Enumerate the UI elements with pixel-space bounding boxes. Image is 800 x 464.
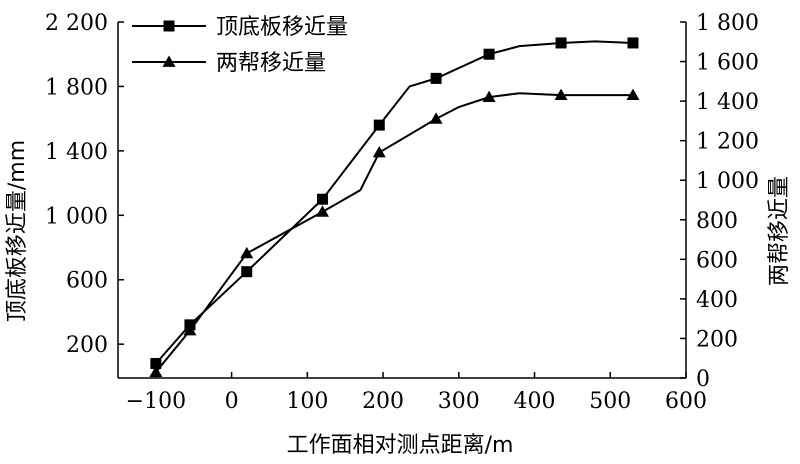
data-point xyxy=(429,112,443,124)
y-left-tick-label: 1 800 xyxy=(45,75,108,100)
data-point xyxy=(150,358,162,370)
y-left-tick-label: 600 xyxy=(66,269,108,294)
y-axis-right-title: 两帮移近量 xyxy=(767,176,792,286)
x-tick-label: 600 xyxy=(665,389,707,414)
data-point xyxy=(554,88,568,101)
x-tick-label: 400 xyxy=(514,389,556,414)
x-axis: −100 0 100 200 300 400 500 600 xyxy=(126,372,707,414)
data-point xyxy=(627,37,639,49)
y-right-tick-label: 0 xyxy=(696,367,710,392)
y-right-tick-label: 800 xyxy=(696,209,738,234)
x-tick-label: 100 xyxy=(286,389,328,414)
data-point xyxy=(316,193,328,205)
y-left-tick-label: 200 xyxy=(66,333,108,358)
x-axis-title: 工作面相对测点距离/m xyxy=(287,433,514,458)
y-right-tick-label: 1 000 xyxy=(696,169,759,194)
y-left-tick-label: 1 000 xyxy=(45,204,108,229)
data-point xyxy=(482,90,496,103)
data-point xyxy=(483,48,495,60)
y-right-tick-label: 1 800 xyxy=(696,11,759,36)
legend-label: 顶底板移近量 xyxy=(216,15,348,40)
y-right-tick-label: 1 600 xyxy=(696,51,759,76)
x-tick-label: 300 xyxy=(438,389,480,414)
data-point xyxy=(626,88,640,101)
y-left-tick-label: 1 400 xyxy=(45,140,108,165)
y-axis-right: 0 200 400 600 800 1 000 1 200 1 400 1 600 1 800 xyxy=(680,11,759,392)
data-point xyxy=(240,246,254,259)
data-point xyxy=(372,146,386,158)
legend-label: 两帮移近量 xyxy=(216,51,326,76)
plot-frame xyxy=(117,22,687,379)
legend-marker xyxy=(162,55,176,67)
y-axis-left-title: 顶底板移近量/mm xyxy=(5,140,30,322)
x-tick-label: 200 xyxy=(362,389,404,414)
data-point xyxy=(183,324,197,336)
y-right-tick-label: 400 xyxy=(696,288,738,313)
legend-item: 两帮移近量 xyxy=(132,51,326,76)
data-point xyxy=(430,72,442,84)
x-tick-label: 0 xyxy=(225,389,239,414)
data-point xyxy=(555,37,567,49)
data-point xyxy=(373,119,385,131)
y-right-tick-label: 600 xyxy=(696,248,738,273)
y-right-tick-label: 1 400 xyxy=(696,90,759,115)
x-tick-label: 500 xyxy=(589,389,631,414)
series-2 xyxy=(149,88,640,377)
legend-item: 顶底板移近量 xyxy=(132,15,348,40)
y-axis-left: 200 600 1 000 1 400 1 800 2 200 xyxy=(45,11,124,358)
data-point xyxy=(149,365,163,377)
series-line xyxy=(155,40,634,365)
y-right-tick-label: 200 xyxy=(696,327,738,352)
series-line xyxy=(155,92,633,373)
data-point xyxy=(315,205,329,217)
y-right-tick-label: 1 200 xyxy=(696,130,759,155)
x-tick-label: −100 xyxy=(126,389,186,414)
legend-marker xyxy=(163,20,175,32)
data-point xyxy=(241,266,253,278)
series-layer xyxy=(149,37,640,377)
series-1 xyxy=(150,37,639,370)
y-left-tick-label: 2 200 xyxy=(45,11,108,36)
